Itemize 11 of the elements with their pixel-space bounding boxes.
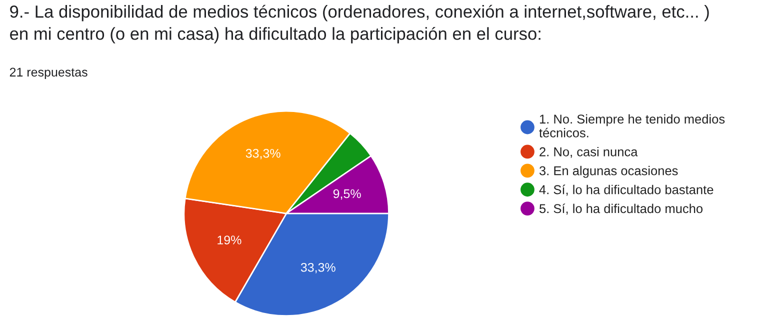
data-label: 19% bbox=[218, 236, 242, 244]
chart-title: 9.- La disponibilidad de medios técnicos (ordenadores, conexión a internet,software, etc... ) en mi centro (o en mi casa) ha dificultado la participación en el curso: bbox=[10, 4, 709, 44]
legend-label: 1. No. Siempre he tenido medios técnicos. bbox=[539, 114, 725, 138]
data-label: 9,5% bbox=[333, 189, 361, 200]
legend-label: 3. En algunas ocasiones bbox=[539, 166, 678, 178]
data-label: 33,3% bbox=[246, 148, 280, 160]
legend-label: 2. No, casi nunca bbox=[540, 146, 638, 158]
data-label: 33,3% bbox=[300, 262, 336, 274]
text: 21 respuestas bbox=[10, 68, 88, 80]
legend-label: 4. Sí, lo ha dificultado bastante bbox=[539, 184, 714, 196]
legend-label: 5. Sí, lo ha dificultado mucho bbox=[540, 204, 703, 215]
